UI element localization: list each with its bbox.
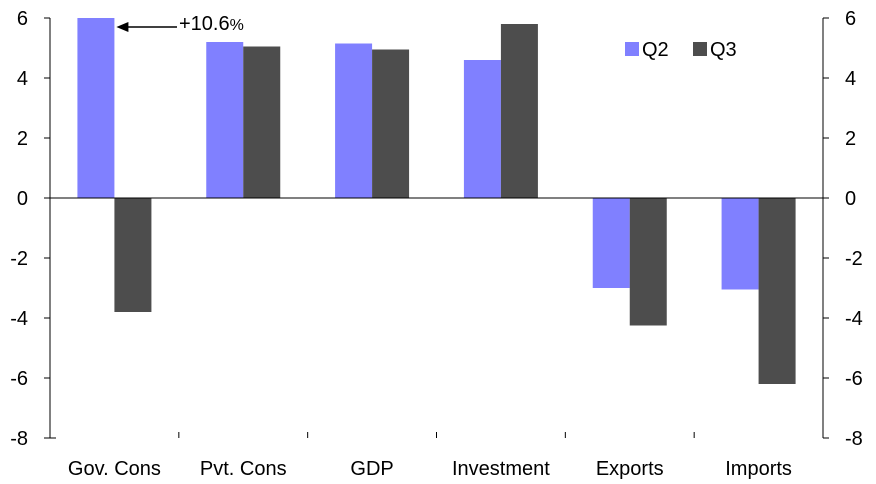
bar-q3-1 [114, 198, 152, 312]
bar-q2-6 [721, 198, 759, 290]
right-y-tick-label: 2 [845, 128, 856, 150]
left-y-tick-label: -4 [10, 308, 28, 330]
x-category-label: Pvt. Cons [200, 458, 287, 480]
right-y-tick-label: -6 [845, 368, 863, 390]
x-category-label: Exports [596, 458, 664, 480]
bar-q3-5 [629, 198, 667, 326]
bar-q2-5 [592, 198, 630, 288]
right-y-tick-label: 6 [845, 8, 856, 30]
legend-swatch-q3 [693, 42, 707, 56]
x-category-label: Imports [725, 458, 792, 480]
left-y-tick-label: 6 [17, 8, 28, 30]
right-y-tick-label: 4 [845, 68, 856, 90]
legend-swatch-q2 [625, 42, 639, 56]
right-y-tick-label: -4 [845, 308, 863, 330]
x-category-label: Investment [452, 458, 550, 480]
left-y-tick-label: 0 [17, 188, 28, 210]
bar-q3-2 [243, 46, 281, 198]
legend-label-q2: Q2 [642, 39, 669, 61]
bar-q3-6 [758, 198, 796, 384]
annotation-arrowhead [116, 22, 129, 32]
bar-q2-1 [77, 18, 115, 198]
bar-q3-3 [372, 49, 410, 198]
x-category-label: GDP [350, 458, 393, 480]
annotation-unit: % [230, 17, 244, 34]
left-y-tick-label: 4 [17, 68, 28, 90]
right-y-tick-label: 0 [845, 188, 856, 210]
left-y-tick-label: -6 [10, 368, 28, 390]
bar-q2-3 [335, 43, 373, 198]
left-y-tick-label: -8 [10, 428, 28, 450]
right-y-tick-label: -8 [845, 428, 863, 450]
annotation-label: +10.6% [179, 13, 244, 35]
x-category-label: Gov. Cons [68, 458, 161, 480]
left-y-tick-label: -2 [10, 248, 28, 270]
left-y-tick-label: 2 [17, 128, 28, 150]
bar-q2-4 [463, 60, 501, 198]
legend-label-q3: Q3 [710, 39, 737, 61]
bar-q3-4 [500, 24, 538, 198]
bar-q2-2 [206, 42, 244, 198]
right-y-tick-label: -2 [845, 248, 863, 270]
